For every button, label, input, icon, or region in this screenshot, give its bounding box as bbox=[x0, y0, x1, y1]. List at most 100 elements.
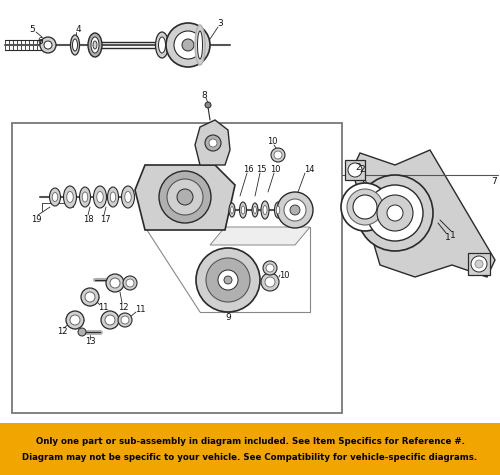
Circle shape bbox=[209, 139, 217, 147]
Circle shape bbox=[357, 175, 433, 251]
Circle shape bbox=[266, 264, 274, 272]
Text: 1: 1 bbox=[450, 230, 456, 239]
Circle shape bbox=[105, 315, 115, 325]
Text: 15: 15 bbox=[256, 164, 266, 173]
Ellipse shape bbox=[64, 186, 76, 208]
Ellipse shape bbox=[80, 187, 90, 207]
Bar bbox=[345, 160, 365, 180]
Circle shape bbox=[106, 274, 124, 292]
Ellipse shape bbox=[230, 207, 234, 213]
Ellipse shape bbox=[70, 35, 80, 55]
Circle shape bbox=[367, 185, 423, 241]
Text: 17: 17 bbox=[100, 215, 110, 224]
Circle shape bbox=[205, 102, 211, 108]
Circle shape bbox=[274, 151, 282, 159]
Circle shape bbox=[271, 148, 285, 162]
Bar bbox=[0, 423, 500, 475]
Circle shape bbox=[110, 278, 120, 288]
Text: 12: 12 bbox=[57, 326, 67, 335]
Circle shape bbox=[174, 31, 202, 59]
Ellipse shape bbox=[108, 187, 118, 207]
Bar bbox=[468, 253, 490, 275]
Ellipse shape bbox=[261, 201, 269, 219]
Text: 16: 16 bbox=[242, 164, 254, 173]
Ellipse shape bbox=[198, 31, 202, 59]
Circle shape bbox=[341, 183, 389, 231]
Circle shape bbox=[40, 37, 56, 53]
Circle shape bbox=[265, 277, 275, 287]
Ellipse shape bbox=[195, 25, 205, 65]
Circle shape bbox=[177, 189, 193, 205]
Ellipse shape bbox=[286, 200, 294, 220]
Text: 13: 13 bbox=[84, 338, 96, 346]
Text: 3: 3 bbox=[217, 19, 223, 28]
Ellipse shape bbox=[158, 37, 166, 53]
Ellipse shape bbox=[276, 206, 280, 214]
Circle shape bbox=[348, 163, 362, 177]
Text: 19: 19 bbox=[31, 215, 41, 224]
Text: 11: 11 bbox=[135, 305, 145, 314]
Ellipse shape bbox=[110, 192, 116, 202]
Ellipse shape bbox=[82, 192, 88, 202]
Text: Diagram may not be specific to your vehicle. See Compatibility for vehicle-speci: Diagram may not be specific to your vehi… bbox=[22, 453, 477, 462]
Circle shape bbox=[263, 261, 277, 275]
Circle shape bbox=[167, 179, 203, 215]
Circle shape bbox=[66, 311, 84, 329]
Circle shape bbox=[81, 288, 99, 306]
Text: 8: 8 bbox=[201, 91, 207, 99]
Circle shape bbox=[284, 199, 306, 221]
Circle shape bbox=[121, 316, 129, 324]
Circle shape bbox=[118, 313, 132, 327]
Ellipse shape bbox=[240, 202, 246, 218]
Text: 14: 14 bbox=[304, 164, 314, 173]
Text: 6: 6 bbox=[37, 38, 43, 47]
Ellipse shape bbox=[94, 186, 106, 208]
Text: 2: 2 bbox=[359, 165, 365, 174]
Text: 11: 11 bbox=[98, 303, 108, 312]
Circle shape bbox=[44, 41, 52, 49]
Bar bbox=[12, 123, 342, 413]
Circle shape bbox=[353, 195, 377, 219]
Circle shape bbox=[387, 205, 403, 221]
Circle shape bbox=[196, 248, 260, 312]
Ellipse shape bbox=[67, 191, 73, 202]
Circle shape bbox=[218, 270, 238, 290]
Ellipse shape bbox=[288, 205, 292, 215]
Circle shape bbox=[101, 311, 119, 329]
Ellipse shape bbox=[274, 202, 281, 218]
Text: 18: 18 bbox=[82, 215, 94, 224]
Text: Only one part or sub-assembly in diagram included. See Item Specifics for Refere: Only one part or sub-assembly in diagram… bbox=[36, 437, 465, 446]
Circle shape bbox=[290, 205, 300, 215]
Ellipse shape bbox=[254, 207, 256, 213]
Circle shape bbox=[206, 258, 250, 302]
Ellipse shape bbox=[229, 203, 235, 217]
Text: 5: 5 bbox=[29, 25, 35, 34]
Ellipse shape bbox=[52, 192, 58, 201]
Polygon shape bbox=[135, 165, 235, 230]
Text: 10: 10 bbox=[279, 270, 289, 279]
Circle shape bbox=[85, 292, 95, 302]
Ellipse shape bbox=[50, 188, 60, 206]
Circle shape bbox=[123, 276, 137, 290]
Circle shape bbox=[166, 23, 210, 67]
Circle shape bbox=[261, 273, 279, 291]
Circle shape bbox=[471, 256, 487, 272]
Circle shape bbox=[224, 276, 232, 284]
Circle shape bbox=[78, 328, 86, 336]
Text: 7: 7 bbox=[491, 177, 497, 186]
Text: 10: 10 bbox=[267, 136, 277, 145]
Circle shape bbox=[205, 135, 221, 151]
Circle shape bbox=[377, 195, 413, 231]
Ellipse shape bbox=[263, 206, 267, 215]
Ellipse shape bbox=[241, 206, 245, 214]
Ellipse shape bbox=[91, 37, 99, 53]
Polygon shape bbox=[210, 227, 310, 245]
Ellipse shape bbox=[156, 32, 168, 58]
Circle shape bbox=[475, 260, 483, 268]
Circle shape bbox=[70, 315, 80, 325]
Ellipse shape bbox=[88, 33, 102, 57]
Circle shape bbox=[277, 192, 313, 228]
Circle shape bbox=[159, 171, 211, 223]
Circle shape bbox=[347, 189, 383, 225]
Text: 10: 10 bbox=[270, 164, 280, 173]
